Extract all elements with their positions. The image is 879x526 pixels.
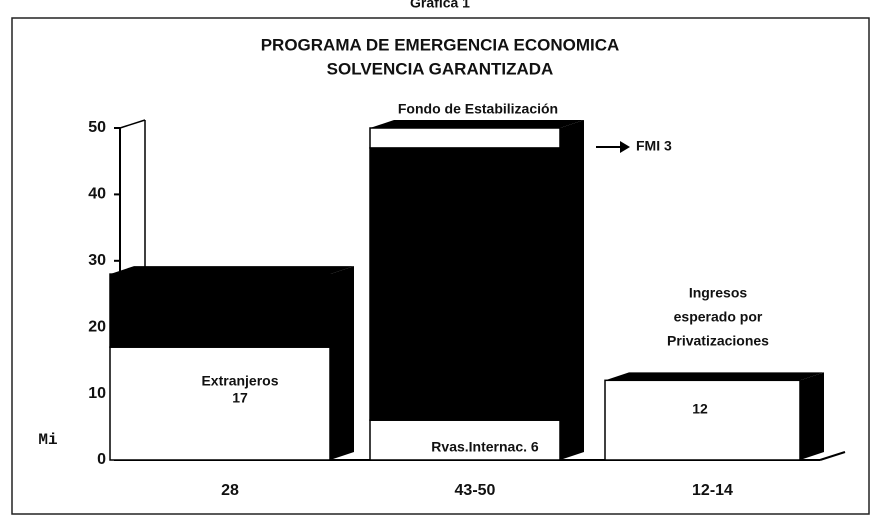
bar-segment [369,419,561,461]
annotation: 17 [232,390,248,406]
annotation: 12 [692,401,708,417]
bar-side [560,120,584,460]
bar-top [110,266,354,275]
wall-top [119,119,146,129]
y-tick-label: 40 [88,186,106,203]
frame [11,17,870,515]
annotation: Extranjeros [201,373,278,389]
x-tick-label: 28 [221,482,239,499]
annotation: Rvas.Internac. 6 [431,439,539,455]
annotation: FMI 3 [636,138,672,154]
x-tick-label: 12-14 [692,482,733,499]
y-tick-label: 50 [88,119,106,136]
floor-right [819,451,846,461]
y-tick-label: 0 [97,451,106,468]
annotation: Ingresos [689,285,748,301]
annotation: esperado por [674,309,763,325]
bar-segment [369,127,561,149]
y-axis-label: Mi [38,431,57,449]
chart-title: PROGRAMA DE EMERGENCIA ECONOMICA [261,35,620,54]
annotation: Privatizaciones [667,333,769,349]
bar-segment [369,147,561,421]
bar-side [330,266,354,460]
annotation: Fondo de Estabilización [398,101,558,117]
bar-segment [109,273,331,348]
bar-segment [604,379,801,461]
y-tick-label: 20 [88,318,106,335]
y-tick-label: 30 [88,252,106,269]
arrow-head [620,141,630,153]
bar-segment [109,346,331,461]
chart-title: SOLVENCIA GARANTIZADA [327,59,554,78]
bar-side [800,372,824,460]
bar-top [370,120,584,128]
bar-top [605,372,824,381]
supertitle: Grafica 1 [410,0,470,11]
x-tick-label: 43-50 [455,482,496,499]
y-tick-label: 10 [88,385,106,402]
